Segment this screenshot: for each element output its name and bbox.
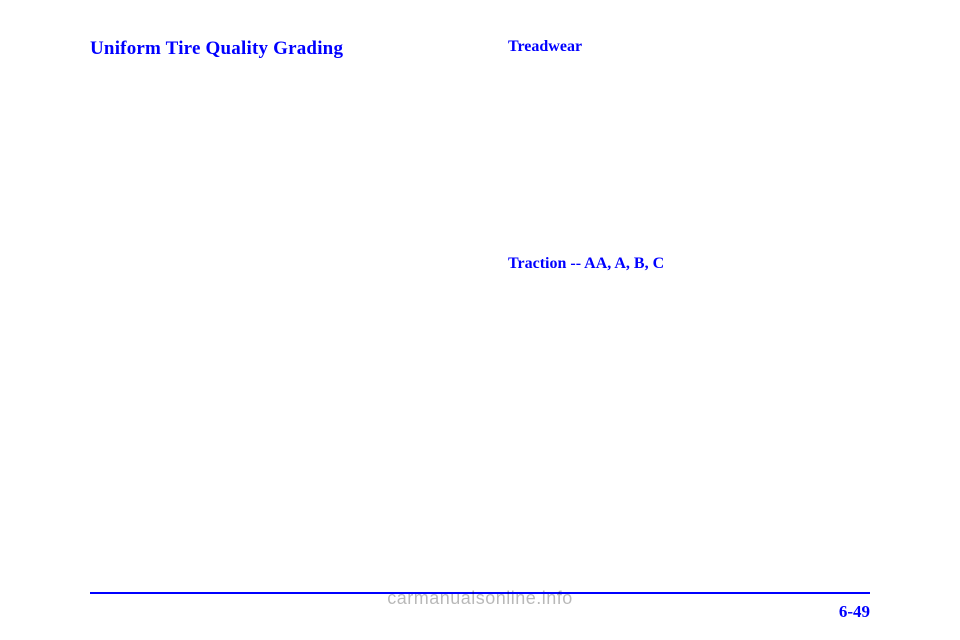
sub-heading-treadwear: Treadwear [508, 38, 870, 56]
paragraph: Quality grades can be found where applic… [90, 70, 452, 131]
right-column: Treadwear The treadwear grade is a compa… [508, 38, 870, 475]
left-column: Uniform Tire Quality Grading Quality gra… [90, 38, 452, 475]
paragraph: Treadwear 200 Traction AA Temperature A [90, 141, 452, 161]
paragraph: The treadwear grade is a comparative rat… [508, 62, 870, 245]
section-heading-uniform-tire-quality-grading: Uniform Tire Quality Grading [90, 38, 452, 60]
paragraph: While the tires available on General Mot… [90, 384, 452, 465]
sub-heading-traction: Traction -- AA, A, B, C [508, 255, 870, 273]
paragraph: The following information relates to the… [90, 171, 452, 374]
page-number: 6-49 [839, 602, 870, 622]
footer-rule [90, 592, 870, 594]
two-column-layout: Uniform Tire Quality Grading Quality gra… [90, 38, 870, 475]
manual-page: Uniform Tire Quality Grading Quality gra… [0, 0, 960, 640]
paragraph: The traction grades, from highest to low… [508, 279, 870, 441]
